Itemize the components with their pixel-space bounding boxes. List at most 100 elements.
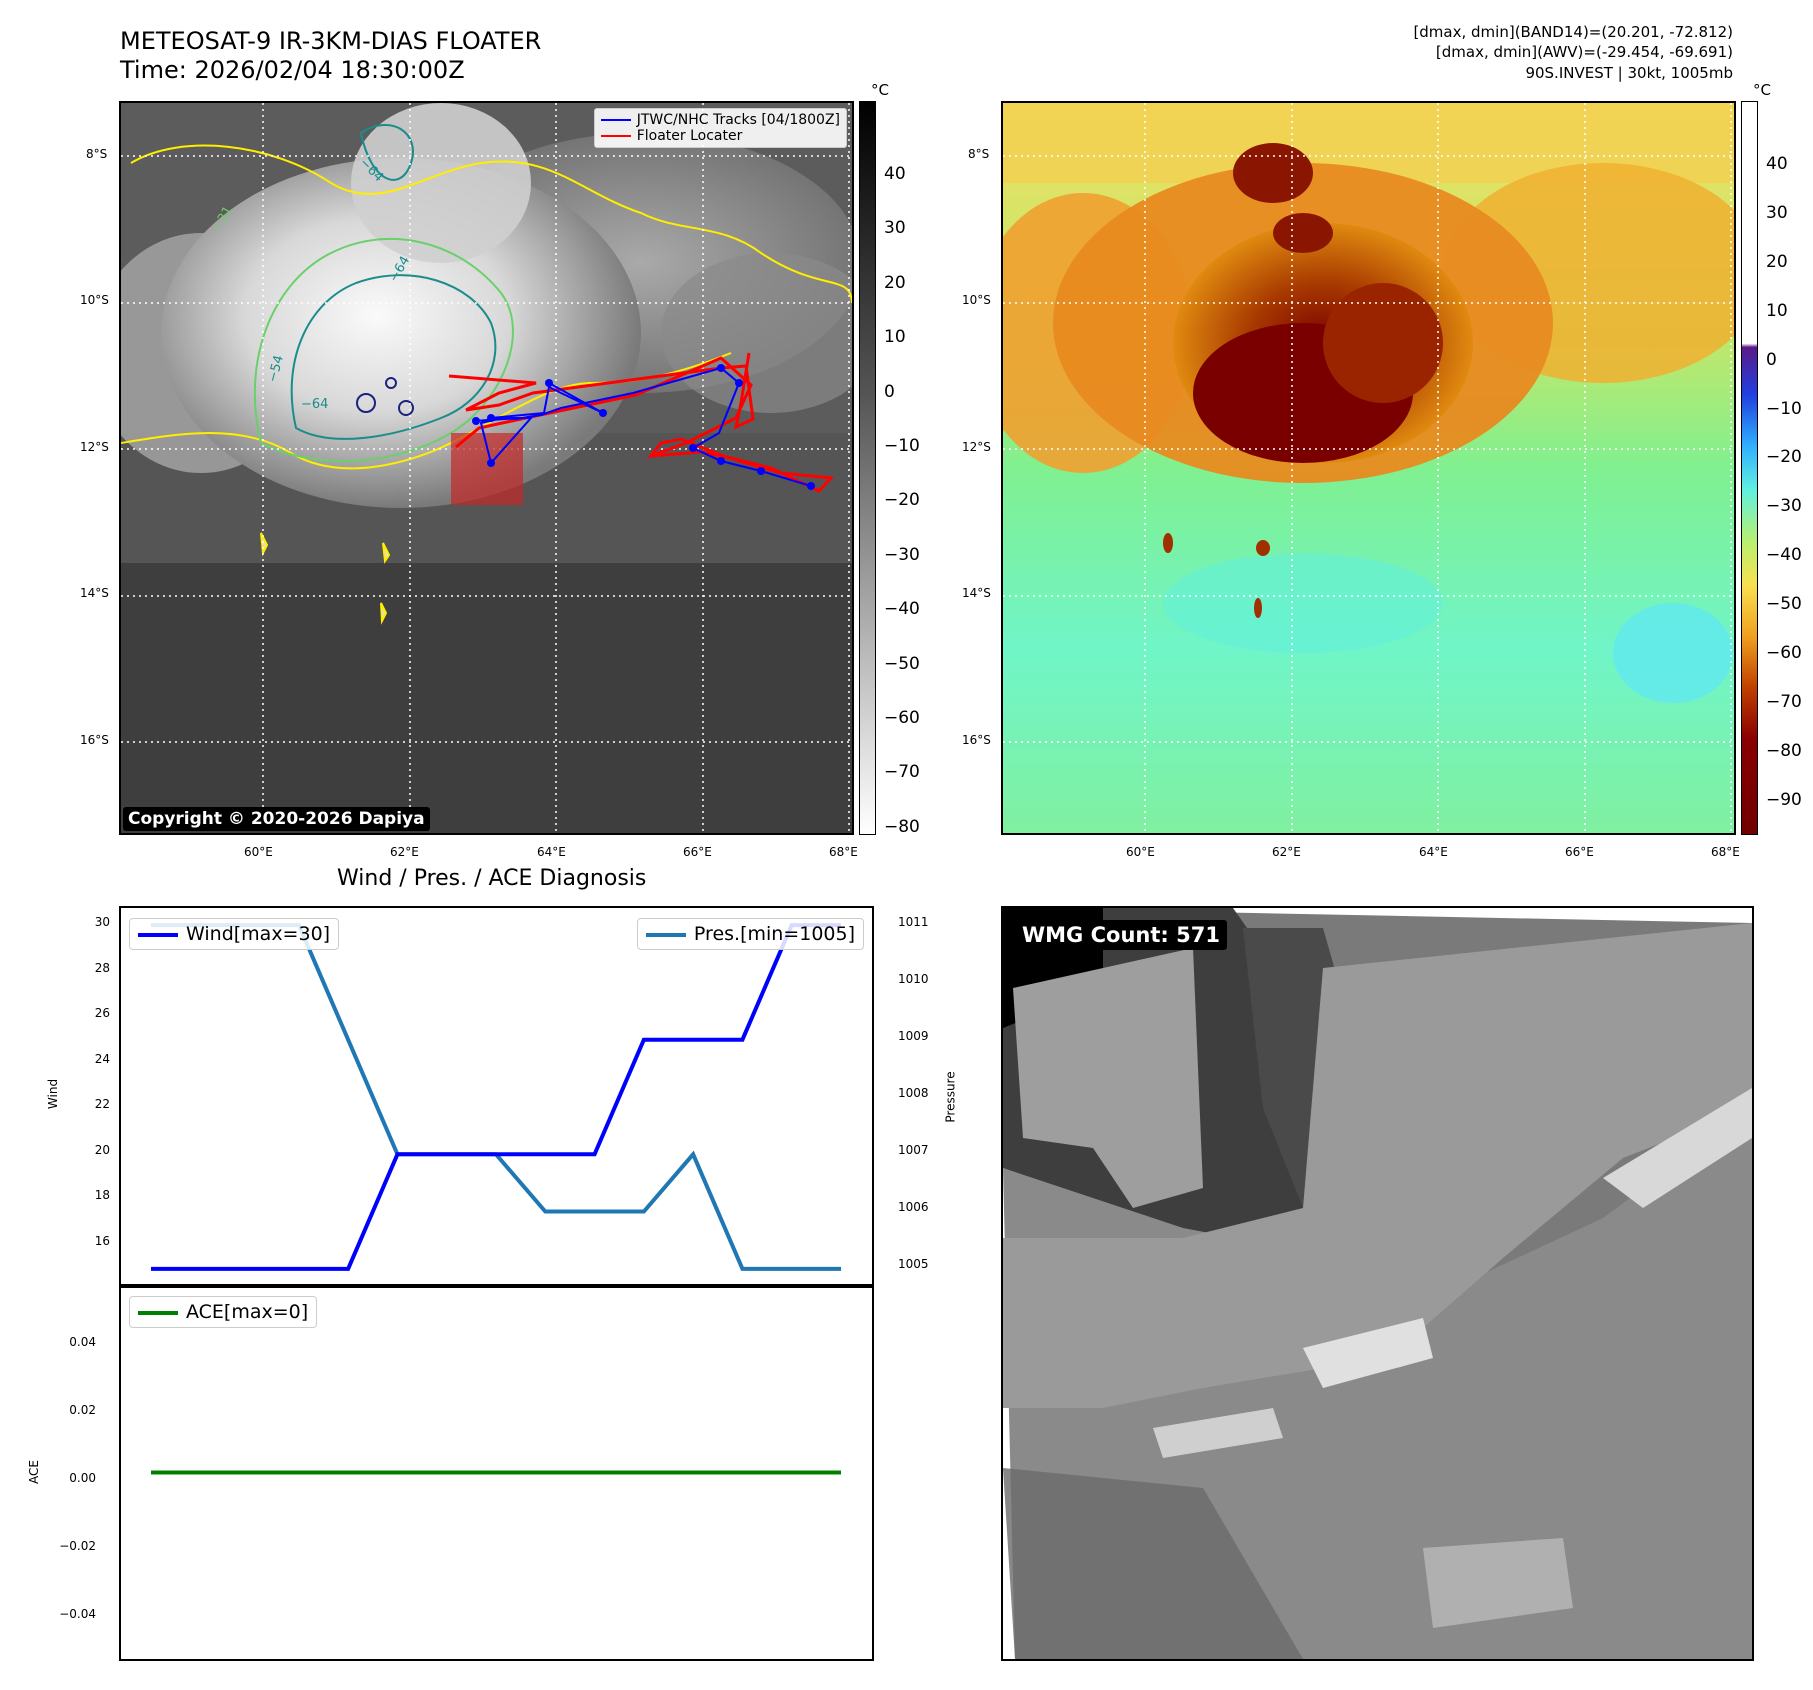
ir-lon-tick: 60°E <box>244 845 273 859</box>
enh-colorbar-tick: 0 <box>1766 349 1777 370</box>
ir-lon-tick: 62°E <box>390 845 419 859</box>
enh-colorbar-tick: −50 <box>1766 594 1802 615</box>
figure-title-line2: Time: 2026/02/04 18:30:00Z <box>120 56 465 84</box>
pressure-series-line <box>151 923 841 1271</box>
enh-colorbar-tick: 30 <box>1766 202 1788 223</box>
ir-lat-tick: 8°S <box>86 147 108 161</box>
ace-ytick: −0.02 <box>59 1539 96 1553</box>
enh-colorbar-ticks: 40 30 20 10 0 −10 −20 −30 −40 −50 −60 −7… <box>1766 140 1802 825</box>
enh-colorbar-unit: °C <box>1753 81 1771 99</box>
ace-legend: ACE[max=0] <box>129 1296 318 1328</box>
contour-teal <box>290 274 497 440</box>
wmg-imagery <box>1003 908 1752 1659</box>
wind-ytick: 16 <box>94 1234 110 1248</box>
enh-lon-tick: 68°E <box>1711 845 1740 859</box>
wind-pres-plot <box>151 923 841 1271</box>
pres-ylabel: Pressure <box>943 1071 958 1123</box>
enh-lon-tick: 66°E <box>1565 845 1594 859</box>
ir-lon-tick: 68°E <box>829 845 858 859</box>
pres-ytick: 1010 <box>898 972 929 986</box>
ir-lat-tick: 10°S <box>80 293 109 307</box>
ir-colorbar-tick: 30 <box>884 218 906 239</box>
pres-ytick: 1006 <box>898 1200 929 1214</box>
ir-legend: JTWC/NHC Tracks [04/1800Z] Floater Locat… <box>593 108 847 148</box>
ace-yticks: 0.04 0.02 0.00 −0.02 −0.04 <box>50 1288 96 1658</box>
enh-colorbar-tick: −80 <box>1766 740 1802 761</box>
wind-ytick: 28 <box>94 961 110 975</box>
enh-colorbar-tick: −10 <box>1766 398 1802 419</box>
wind-ytick: 22 <box>94 1097 110 1111</box>
ir-colorbar-ticks: 40 30 20 10 0 −10 −20 −30 −40 −50 −60 −7… <box>884 147 920 854</box>
ir-lon-tick: 66°E <box>683 845 712 859</box>
enh-colorbar-tick: −20 <box>1766 447 1802 468</box>
ir-colorbar-tick: 10 <box>884 327 906 348</box>
wmg-count-label: WMG Count: 571 <box>1015 920 1227 950</box>
enh-colorbar-tick: −70 <box>1766 691 1802 712</box>
ir-colorbar-tick: 20 <box>884 272 906 293</box>
stats-line3: 90S.INVEST | 30kt, 1005mb <box>1525 64 1733 82</box>
ir-gridlines <box>121 103 852 833</box>
enh-lon-tick: 60°E <box>1126 845 1155 859</box>
ir-colorbar-tick: −30 <box>884 544 920 565</box>
contour-navy <box>356 393 376 413</box>
pres-ytick: 1008 <box>898 1086 929 1100</box>
enh-colorbar-tick: 20 <box>1766 251 1788 272</box>
ir-colorbar-tick: 40 <box>884 164 906 184</box>
ir-colorbar <box>859 101 876 835</box>
enh-colorbar-tick: −60 <box>1766 643 1802 664</box>
stats-line1: [dmax, dmin](BAND14)=(20.201, -72.812) <box>1413 23 1733 41</box>
ir-colorbar-tick: −70 <box>884 762 920 783</box>
enh-lat-tick: 12°S <box>962 440 991 454</box>
ir-lon-tick: 64°E <box>537 845 566 859</box>
pres-legend: Pres.[min=1005] <box>636 918 864 950</box>
enh-lat-tick: 10°S <box>962 293 991 307</box>
enh-colorbar <box>1741 101 1758 835</box>
wind-ytick: 24 <box>94 1052 110 1066</box>
ace-ytick: 0.04 <box>69 1335 96 1349</box>
figure-title-line1: METEOSAT-9 IR-3KM-DIAS FLOATER <box>120 27 542 55</box>
wmg-panel: WMG Count: 571 <box>1001 906 1754 1661</box>
floater-locater-path <box>448 352 835 493</box>
pres-ytick: 1007 <box>898 1143 929 1157</box>
diagnosis-title: Wind / Pres. / ACE Diagnosis <box>337 866 647 891</box>
ir-colorbar-tick: −10 <box>884 436 920 457</box>
pres-ytick: 1009 <box>898 1029 929 1043</box>
ace-ylabel: ACE <box>26 1460 41 1484</box>
enhanced-imagery <box>1003 103 1734 833</box>
wind-ytick: 20 <box>94 1143 110 1157</box>
enh-lat-tick: 14°S <box>962 586 991 600</box>
legend-tracks-label: JTWC/NHC Tracks [04/1800Z] <box>636 112 840 128</box>
pres-yticks: 1011 1010 1009 1008 1007 1006 1005 <box>898 910 948 1280</box>
wind-ylabel: Wind <box>46 1078 61 1110</box>
ir-colorbar-tick: 0 <box>884 381 895 402</box>
enh-lat-tick: 16°S <box>962 733 991 747</box>
enh-colorbar-tick: −90 <box>1766 789 1802 810</box>
ir-lat-tick: 14°S <box>80 586 109 600</box>
enh-colorbar-tick: −30 <box>1766 496 1802 517</box>
ir-colorbar-tick: −80 <box>884 816 920 837</box>
pres-ytick: 1005 <box>898 1257 929 1271</box>
wind-ytick: 18 <box>94 1188 110 1202</box>
contour-label: −54 <box>265 354 287 384</box>
ace-axes: ACE[max=0] <box>119 1284 874 1661</box>
enhanced-image-panel <box>1001 101 1736 835</box>
ace-ytick: 0.02 <box>69 1403 96 1417</box>
ir-imagery: −64 −64 −64 −54 −31 <box>121 103 852 833</box>
ir-lat-tick: 12°S <box>80 440 109 454</box>
enh-lon-tick: 64°E <box>1419 845 1448 859</box>
enhanced-gridlines <box>1003 103 1734 833</box>
ir-colorbar-unit: °C <box>871 81 889 99</box>
legend-locator-label: Floater Locater <box>636 128 743 144</box>
enh-colorbar-tick: −40 <box>1766 545 1802 566</box>
enh-lat-tick: 8°S <box>968 147 990 161</box>
pres-ytick: 1011 <box>898 915 929 929</box>
contour-green <box>253 237 514 463</box>
ace-ytick: −0.04 <box>59 1607 96 1621</box>
wind-ytick: 26 <box>94 1006 110 1020</box>
ir-colorbar-tick: −40 <box>884 599 920 620</box>
wind-series-line <box>151 923 841 1271</box>
wind-yticks: 30 28 26 24 22 20 18 16 <box>78 910 110 1280</box>
wind-pres-axes: Wind[max=30] Pres.[min=1005] <box>119 906 874 1288</box>
ace-ytick: 0.00 <box>69 1471 96 1485</box>
pres-legend-label: Pres.[min=1005] <box>693 923 855 945</box>
